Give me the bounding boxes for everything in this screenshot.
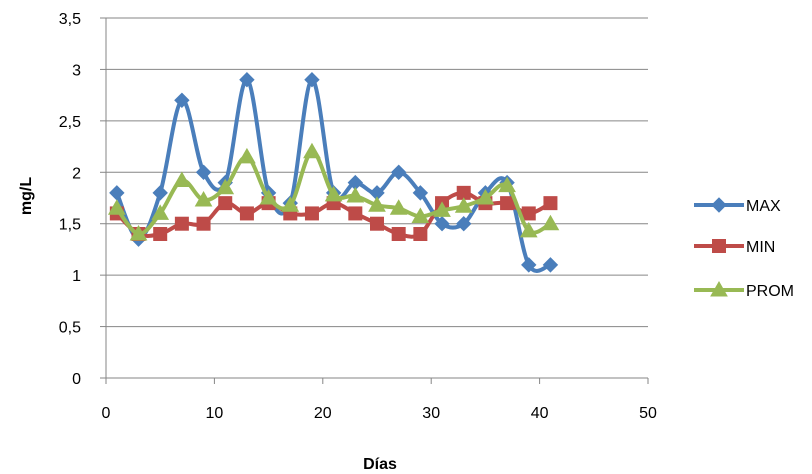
legend-swatch-marker-max xyxy=(711,197,727,213)
data-point-prom xyxy=(238,147,256,164)
y-tick-label: 0,5 xyxy=(59,320,81,337)
data-point-prom xyxy=(498,176,516,193)
data-point-max xyxy=(434,216,450,232)
x-tick-label: 40 xyxy=(531,405,549,422)
x-tick-labels: 0 10 20 30 40 50 xyxy=(102,378,657,422)
data-point-max xyxy=(152,185,168,201)
series-lines xyxy=(107,72,560,273)
data-point-max xyxy=(109,185,125,201)
data-point-prom xyxy=(411,207,430,224)
data-point-min xyxy=(521,206,536,221)
series-line-max xyxy=(114,77,552,273)
data-point-min xyxy=(174,216,189,231)
data-point-max xyxy=(174,92,190,108)
y-tick-label: 2 xyxy=(72,165,81,182)
data-point-prom xyxy=(346,186,365,203)
data-point-prom xyxy=(519,221,538,238)
data-point-prom xyxy=(433,201,451,217)
legend-label-min: MIN xyxy=(746,239,775,256)
legend-item-max: MAX xyxy=(694,197,781,215)
data-point-prom xyxy=(476,188,495,205)
data-point-prom xyxy=(324,185,343,202)
x-tick-label: 10 xyxy=(206,405,224,422)
y-tick-label: 3 xyxy=(72,62,81,79)
y-axis-title: mg/L xyxy=(18,177,35,215)
axes xyxy=(105,18,648,379)
data-point-min xyxy=(370,216,384,231)
legend-item-prom: PROM xyxy=(694,280,794,300)
data-point-max xyxy=(521,257,537,273)
x-tick-label: 0 xyxy=(102,405,111,422)
legend-swatch-marker-min xyxy=(712,239,726,253)
data-point-prom xyxy=(173,171,191,188)
data-point-max xyxy=(456,216,472,232)
gridlines xyxy=(106,17,648,328)
legend-label-prom: PROM xyxy=(746,283,794,300)
data-point-min xyxy=(348,206,363,221)
data-point-max xyxy=(239,72,255,88)
data-point-min xyxy=(543,196,558,211)
data-point-max xyxy=(412,185,429,201)
data-point-prom xyxy=(454,197,473,213)
data-point-prom xyxy=(129,224,148,241)
data-point-min xyxy=(218,196,233,211)
data-point-min xyxy=(196,216,211,231)
y-tick-label: 1,5 xyxy=(59,217,81,234)
data-point-min xyxy=(413,227,428,241)
y-tick-label: 0 xyxy=(72,371,81,388)
legend: MAX MIN PROM xyxy=(694,197,794,300)
data-point-max xyxy=(390,164,407,180)
data-point-min xyxy=(239,206,254,221)
y-tick-label: 2,5 xyxy=(59,114,81,131)
data-point-prom xyxy=(194,191,213,207)
series-prom xyxy=(107,142,560,241)
data-point-prom xyxy=(281,196,300,212)
data-point-prom xyxy=(216,178,235,195)
data-point-prom xyxy=(259,188,278,205)
data-point-prom xyxy=(389,199,408,215)
legend-label-max: MAX xyxy=(746,198,781,215)
y-tick-labels: 0 0,5 1 1,5 2 2,5 3 3,5 xyxy=(59,11,106,388)
data-point-min xyxy=(500,196,515,211)
x-tick-label: 30 xyxy=(422,405,440,422)
data-point-min xyxy=(304,206,319,221)
data-point-max xyxy=(304,72,320,88)
data-point-max xyxy=(195,164,212,180)
x-tick-label: 50 xyxy=(639,405,657,422)
y-tick-label: 1 xyxy=(72,268,81,285)
data-point-min xyxy=(391,227,406,241)
data-point-prom xyxy=(303,142,321,159)
data-point-prom xyxy=(151,204,170,220)
data-point-max xyxy=(542,257,559,273)
x-tick-label: 20 xyxy=(314,405,332,422)
data-point-prom xyxy=(107,199,126,215)
data-point-prom xyxy=(368,196,386,212)
legend-swatch-marker-prom xyxy=(710,280,728,297)
x-axis-title: Días xyxy=(363,456,397,473)
data-point-prom xyxy=(541,214,560,231)
legend-item-min: MIN xyxy=(694,239,775,256)
data-point-min xyxy=(153,227,168,241)
y-tick-label: 3,5 xyxy=(59,11,81,28)
